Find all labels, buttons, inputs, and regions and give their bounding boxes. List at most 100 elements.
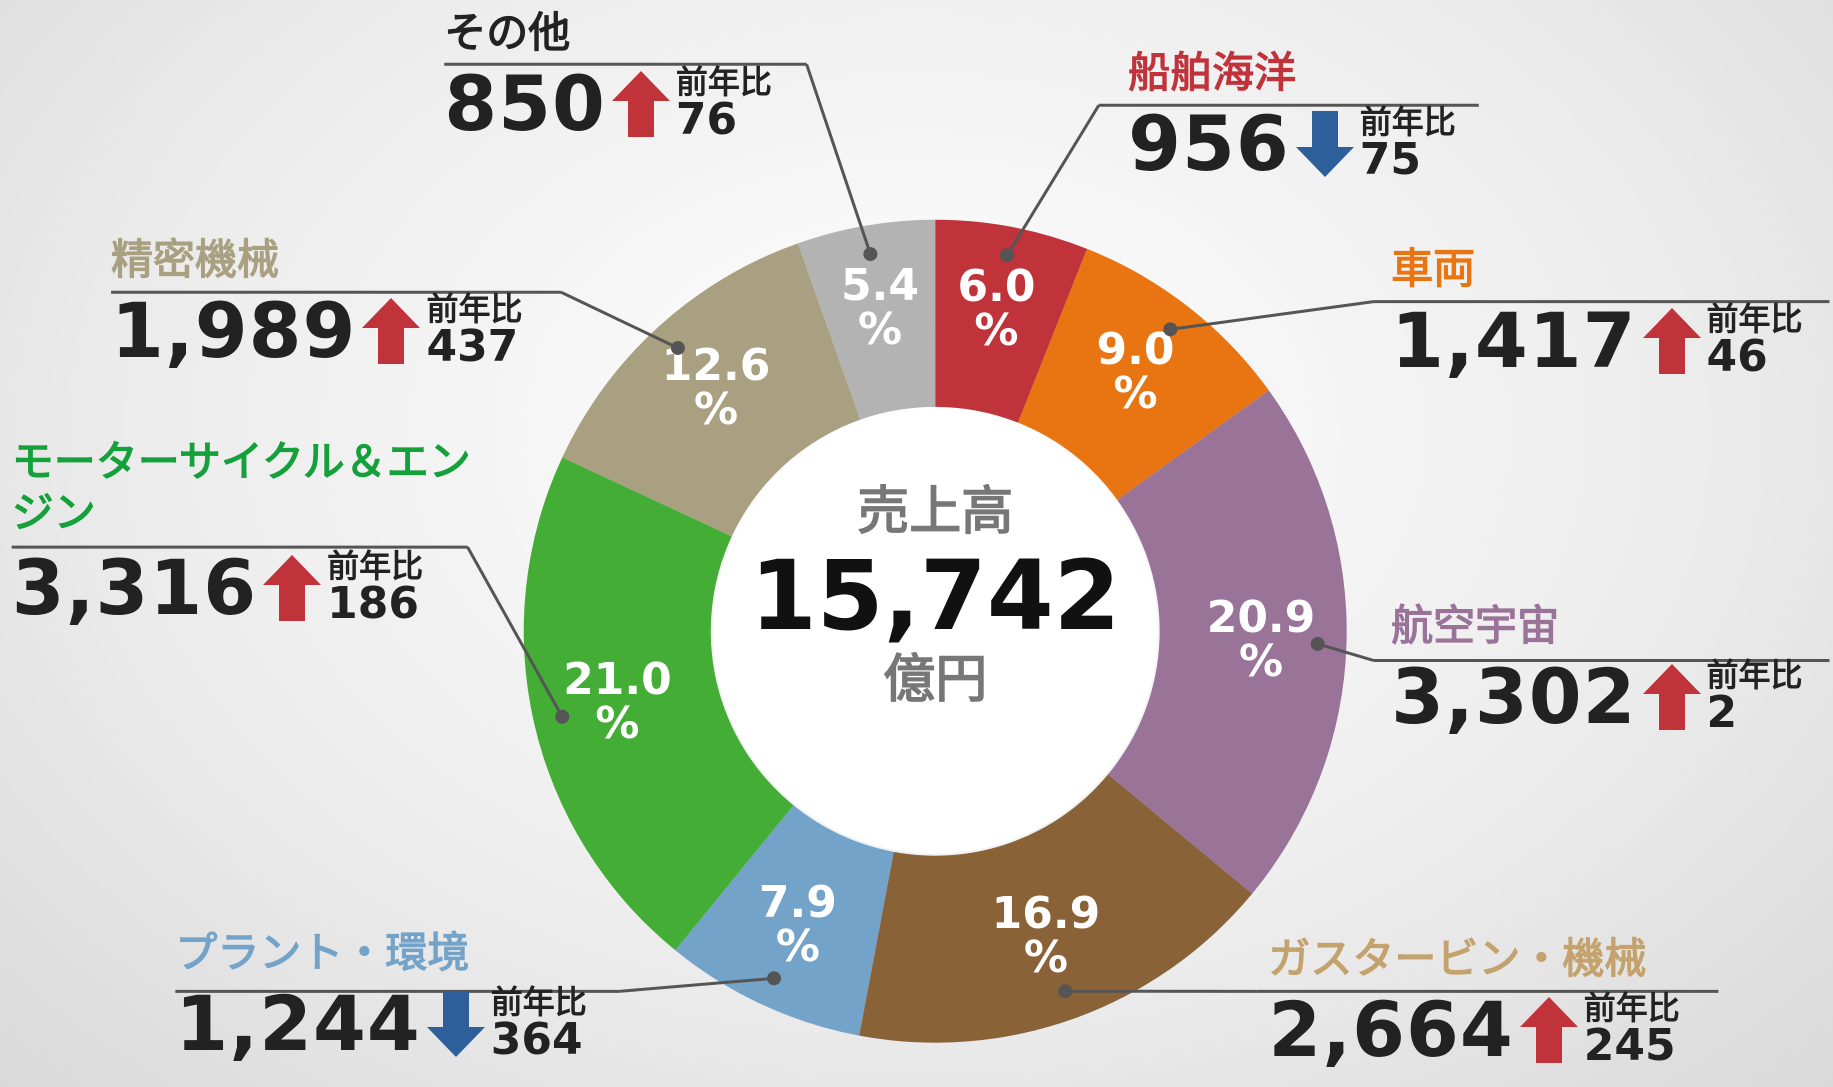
arrow — [426, 991, 485, 1058]
yoy: 前年比 437 — [426, 293, 522, 369]
category-name: プラント・環境 — [175, 928, 470, 978]
percent-unit: % — [1024, 932, 1068, 983]
value-row: 2,664 前年比 245 — [1268, 992, 1679, 1068]
yoy-value: 364 — [490, 1014, 583, 1066]
donut-segment — [797, 219, 936, 420]
arrow — [1642, 664, 1701, 731]
trend-arrow — [1519, 997, 1578, 1064]
yoy-value: 76 — [675, 94, 738, 146]
callout: その他 850 前年比 76 — [444, 9, 772, 142]
leader-dot — [670, 340, 685, 355]
value-row: 956 前年比 75 — [1128, 106, 1456, 182]
percent-label: 20.9 — [1207, 592, 1316, 643]
leader-dot — [555, 709, 570, 724]
yoy-value: 186 — [327, 577, 419, 629]
yoy-label: 前年比 — [675, 63, 772, 102]
yoy-value: 437 — [426, 321, 519, 373]
percent-unit: % — [1113, 368, 1157, 419]
center-text: 売上高 15,742 億円 — [715, 481, 1155, 711]
leader-dot — [766, 971, 781, 986]
trend-arrow — [362, 298, 421, 365]
leader-dot — [863, 247, 878, 262]
sales-value: 2,664 — [1268, 985, 1514, 1075]
leader-dot — [1310, 636, 1325, 651]
percent-unit: % — [858, 304, 902, 355]
percent-label: 9.0 — [1097, 324, 1175, 375]
callout: プラント・環境 1,244 前年比 364 — [175, 929, 586, 1062]
yoy-label: 前年比 — [426, 290, 523, 329]
percent-label: 5.4 — [841, 260, 919, 311]
callout: 船舶海洋 956 前年比 75 — [1128, 49, 1456, 182]
category-name: その他 — [444, 8, 571, 58]
donut-segment — [675, 805, 894, 1036]
percent-unit: % — [595, 698, 639, 749]
value-row: 3,302 前年比 2 — [1391, 659, 1802, 735]
yoy-label: 前年比 — [490, 983, 587, 1022]
trend-arrow — [263, 554, 322, 621]
leader-line — [560, 290, 679, 350]
sales-value: 1,244 — [175, 979, 421, 1069]
sales-value: 1,417 — [1391, 295, 1637, 385]
trend-arrow — [1642, 664, 1701, 731]
percent-unit: % — [1239, 636, 1283, 687]
yoy-label: 前年比 — [1706, 656, 1803, 695]
trend-arrow — [611, 71, 670, 138]
center-total: 15,742 — [749, 539, 1121, 652]
value-row: 1,417 前年比 46 — [1391, 295, 1803, 385]
center-unit: 億円 — [883, 650, 988, 711]
value-row: 1,989 前年比 437 — [111, 293, 522, 369]
value-row: 3,316 前年比 186 — [12, 549, 480, 626]
percent-label: 7.9 — [759, 877, 837, 928]
leader-line — [1005, 104, 1101, 257]
donut-segment — [523, 457, 794, 951]
arrow — [1642, 307, 1701, 374]
leader-line — [466, 546, 564, 718]
yoy: 前年比 245 — [1584, 992, 1680, 1068]
category-name: ガスタービン・機械 — [1268, 934, 1647, 984]
trend-arrow — [1642, 307, 1701, 374]
leader-dot — [1058, 984, 1073, 999]
percent-unit: % — [694, 384, 738, 435]
yoy-value: 75 — [1359, 134, 1421, 186]
leader-line — [1317, 642, 1375, 662]
percent-label: 21.0 — [563, 654, 672, 705]
arrow — [362, 298, 421, 365]
trend-arrow — [426, 991, 485, 1058]
yoy-label: 前年比 — [1706, 299, 1803, 338]
category-name: モーターサイクル＆エンジン — [11, 437, 471, 537]
value-row: 1,244 前年比 364 — [175, 986, 586, 1062]
category-name: 車両 — [1391, 244, 1476, 294]
yoy: 前年比 76 — [676, 66, 772, 142]
percent-label: 16.9 — [992, 888, 1101, 939]
arrow — [1295, 111, 1354, 178]
percent-label: 6.0 — [957, 261, 1035, 312]
category-name: 船舶海洋 — [1128, 48, 1297, 98]
callout: 航空宇宙 3,302 前年比 2 — [1391, 602, 1802, 735]
yoy-label: 前年比 — [1583, 989, 1680, 1028]
percent-unit: % — [776, 921, 820, 972]
yoy-label: 前年比 — [1359, 103, 1456, 142]
yoy-value: 46 — [1706, 330, 1768, 382]
leader-line — [619, 976, 775, 993]
value-row: 850 前年比 76 — [444, 66, 772, 142]
center-hole — [712, 408, 1158, 854]
sales-value: 850 — [444, 59, 606, 149]
yoy: 前年比 46 — [1707, 303, 1803, 379]
sales-value: 3,302 — [1391, 652, 1637, 742]
leader-dot — [1163, 322, 1178, 337]
arrow — [263, 554, 322, 621]
leader-line — [805, 63, 872, 255]
donut-segment — [935, 219, 1088, 423]
donut-segment — [1108, 390, 1347, 894]
yoy: 前年比 186 — [327, 550, 423, 626]
leader-dot — [1000, 248, 1015, 263]
donut-segment — [562, 243, 861, 537]
sales-value: 956 — [1128, 99, 1290, 189]
donut-segment — [859, 774, 1253, 1043]
category-name: 航空宇宙 — [1391, 601, 1560, 651]
callout: 車両 1,417 前年比 46 — [1391, 245, 1802, 378]
yoy: 前年比 75 — [1360, 106, 1456, 182]
arrow — [1519, 997, 1578, 1064]
